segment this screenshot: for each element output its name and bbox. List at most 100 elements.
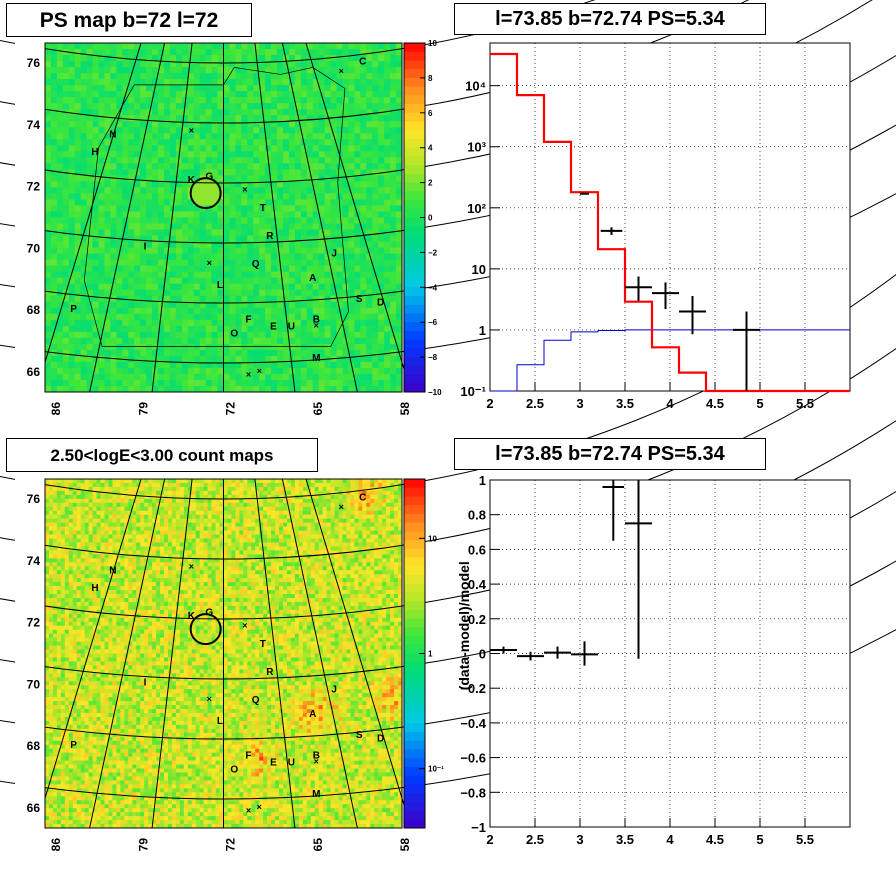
map-pixel: [48, 724, 54, 730]
map-pixel: [92, 498, 97, 504]
map-pixel: [330, 265, 337, 273]
map-pixel: [100, 657, 105, 662]
map-pixel: [306, 229, 314, 236]
map-pixel: [372, 229, 379, 236]
map-pixel: [336, 97, 343, 104]
map-pixel: [52, 594, 58, 599]
map-pixel: [128, 61, 135, 68]
map-pixel: [247, 379, 254, 387]
map-pixel: [217, 319, 224, 327]
map-pixel: [283, 145, 290, 152]
map-pixel: [128, 139, 135, 146]
map-pixel: [271, 97, 278, 104]
map-pixel: [217, 205, 224, 212]
map-pixel: [100, 677, 105, 682]
map-pixel: [152, 289, 159, 297]
map-pixel: [68, 590, 74, 595]
map-pixel: [76, 574, 82, 579]
map-pixel: [211, 55, 218, 62]
map-pixel: [116, 223, 123, 230]
map-pixel: [342, 187, 349, 194]
map-pixel: [76, 486, 82, 492]
map-pixel: [74, 253, 82, 261]
map-pixel: [253, 349, 260, 357]
map-pixel: [354, 175, 361, 182]
map-pixel: [48, 780, 54, 785]
map-pixel: [100, 808, 105, 813]
map-pixel: [110, 67, 117, 74]
map-pixel: [253, 91, 260, 98]
map-pixel: [187, 265, 195, 273]
map-pixel: [164, 265, 171, 273]
map-pixel: [259, 73, 266, 80]
map-pixel: [60, 601, 66, 607]
map-pixel: [164, 241, 171, 248]
map-pixel: [187, 217, 195, 224]
map-pixel: [116, 169, 123, 176]
map-pixel: [372, 199, 379, 206]
map-pixel: [72, 681, 78, 686]
map-pixel: [45, 534, 50, 539]
map-pixel: [181, 271, 189, 279]
map-pixel: [128, 301, 135, 309]
map-pixel: [80, 740, 86, 746]
map-pixel: [193, 193, 201, 200]
map-pixel: [187, 373, 195, 381]
map-pixel: [390, 367, 397, 375]
map-pixel: [80, 597, 86, 603]
map-pixel: [128, 385, 135, 393]
map-pixel: [74, 91, 82, 98]
map-pixel: [80, 67, 88, 74]
map-pixel: [100, 693, 105, 698]
map-pixel: [158, 151, 165, 158]
map-pixel: [181, 307, 189, 315]
map-pixel: [64, 705, 70, 710]
map-pixel: [64, 526, 70, 531]
map-pixel: [330, 91, 337, 98]
map-pixel: [110, 211, 117, 218]
map-pixel: [56, 566, 62, 571]
map-pixel: [312, 187, 320, 194]
map-pixel: [169, 229, 177, 236]
map-pixel: [80, 193, 88, 200]
map-pixel: [48, 804, 54, 809]
map-pixel: [229, 367, 236, 375]
map-pixel: [45, 578, 50, 583]
map-pixel: [336, 235, 343, 242]
colorbar-segment: [404, 365, 425, 375]
map-pixel: [235, 217, 242, 224]
map-pixel: [96, 482, 101, 488]
map-pixel: [312, 313, 320, 321]
map-pixel: [193, 181, 201, 188]
map-pixel: [72, 705, 78, 710]
map-pixel: [324, 49, 331, 56]
map-pixel: [52, 677, 58, 682]
map-pixel: [253, 283, 260, 291]
map-pixel: [306, 235, 314, 242]
map-pixel: [56, 502, 62, 508]
map-pixel: [72, 494, 78, 500]
map-pixel: [199, 157, 207, 164]
map-pixel: [336, 79, 343, 86]
map-pixel: [164, 121, 171, 128]
map-pixel: [265, 121, 272, 128]
map-pixel: [88, 720, 93, 726]
map-pixel: [271, 157, 278, 164]
map-pixel: [223, 325, 230, 333]
map-pixel: [336, 277, 343, 285]
map-pixel: [372, 265, 379, 273]
map-pixel: [92, 641, 97, 646]
map-pixel: [152, 97, 159, 104]
map-pixel: [98, 349, 105, 357]
map-pixel: [56, 97, 64, 104]
map-pixel: [134, 289, 141, 297]
map-pixel: [247, 115, 254, 122]
map-pixel: [45, 510, 50, 516]
graticule-longitude-line: [254, 42, 296, 393]
map-pixel: [50, 223, 58, 230]
map-pixel: [396, 259, 403, 267]
map-pixel: [175, 67, 183, 74]
map-pixel: [80, 629, 86, 635]
map-pixel: [152, 271, 159, 279]
map-pixel: [88, 685, 93, 690]
